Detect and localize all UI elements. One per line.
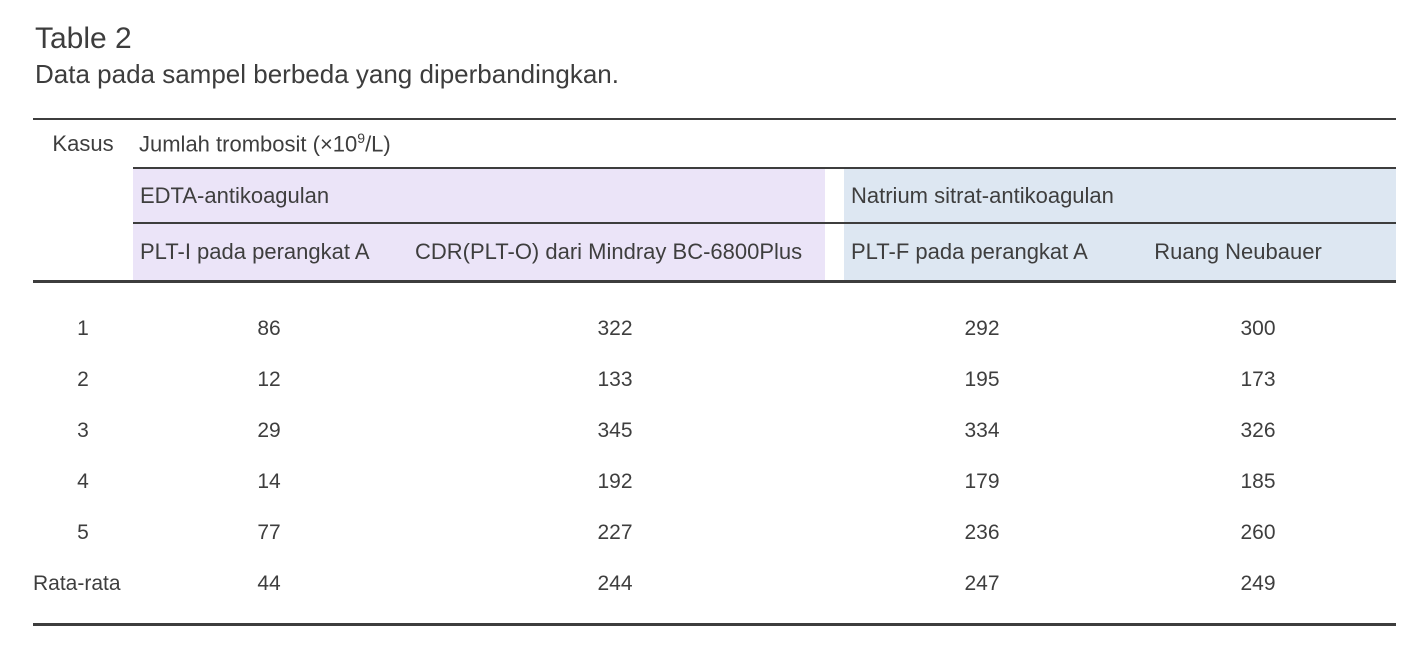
gap-cell	[825, 354, 844, 405]
table-caption: Data pada sampel berbeda yang diperbandi…	[35, 59, 619, 89]
comparison-table: Kasus Jumlah trombosit (×109/L) EDTA-ant…	[33, 118, 1397, 626]
data-cell: 345	[597, 418, 633, 442]
column-header-cdr: CDR(PLT-O) dari Mindray BC-6800Plus	[405, 223, 825, 283]
data-cell: 326	[1240, 418, 1276, 442]
header-row-unit: Kasus Jumlah trombosit (×109/L)	[33, 118, 1397, 169]
gap-cell	[825, 507, 844, 558]
empty-cell	[33, 168, 133, 223]
column-header-neubauer: Ruang Neubauer	[1120, 223, 1397, 283]
data-cell: 179	[964, 469, 1000, 493]
row-label: Rata-rata	[33, 558, 133, 626]
data-cell: 247	[844, 558, 1120, 626]
data-cell: 44	[133, 558, 405, 626]
gap-cell	[825, 558, 844, 626]
data-cell: 12	[257, 367, 281, 391]
data-cell: 195	[964, 367, 1000, 391]
row-label: 3	[77, 418, 89, 442]
table-row: 3 29 345 334 326	[33, 405, 1396, 456]
empty-cell	[33, 223, 133, 283]
row-label: 4	[77, 469, 89, 493]
header-row-groups: EDTA-antikoagulan Natrium sitrat-antikoa…	[33, 168, 1397, 224]
data-cell: 14	[257, 469, 281, 493]
gap-cell	[825, 456, 844, 507]
data-cell: 244	[405, 558, 825, 626]
data-cell: 227	[597, 520, 633, 544]
data-cell: 249	[1120, 558, 1397, 626]
unit-exponent: 9	[357, 129, 366, 146]
row-label: 5	[77, 520, 89, 544]
unit-header-cell: Jumlah trombosit (×109/L)	[133, 118, 1397, 169]
unit-header-text: Jumlah trombosit (×10	[139, 131, 358, 157]
group-header-citrate: Natrium sitrat-antikoagulan	[844, 168, 1397, 224]
data-cell: 322	[597, 316, 633, 340]
data-cell: 29	[257, 418, 281, 442]
data-cell: 300	[1240, 316, 1276, 340]
data-cell: 86	[257, 316, 281, 340]
data-cell: 260	[1240, 520, 1276, 544]
gap-cell	[825, 405, 844, 456]
data-cell: 185	[1240, 469, 1276, 493]
kasus-header-cell: Kasus	[33, 118, 133, 168]
table-row: 2 12 133 195 173	[33, 354, 1396, 405]
row-label: 2	[77, 367, 89, 391]
data-cell: 173	[1240, 367, 1276, 391]
gap-cell	[825, 282, 844, 355]
data-cell: 192	[597, 469, 633, 493]
table-row-average: Rata-rata 44 244 247 249	[33, 558, 1397, 626]
table-row: 4 14 192 179 185	[33, 456, 1396, 507]
column-header-plt-f: PLT-F pada perangkat A	[844, 223, 1120, 283]
data-cell: 236	[964, 520, 1000, 544]
row-label: 1	[77, 316, 89, 340]
group-gap	[825, 168, 844, 224]
data-cell: 77	[257, 520, 281, 544]
table-title: Table 2	[35, 22, 132, 55]
data-cell: 292	[964, 316, 1000, 340]
unit-header-suffix: /L)	[365, 131, 391, 157]
column-header-plt-i: PLT-I pada perangkat A	[133, 223, 405, 283]
data-cell: 334	[964, 418, 1000, 442]
table-row: 5 77 227 236 260	[33, 507, 1396, 558]
group-header-edta: EDTA-antikoagulan	[133, 168, 825, 224]
header-row-columns: PLT-I pada perangkat A CDR(PLT-O) dari M…	[33, 223, 1397, 283]
data-cell: 133	[597, 367, 633, 391]
group-gap	[825, 223, 844, 283]
table-row: 1 86 322 292 300	[33, 282, 1396, 355]
